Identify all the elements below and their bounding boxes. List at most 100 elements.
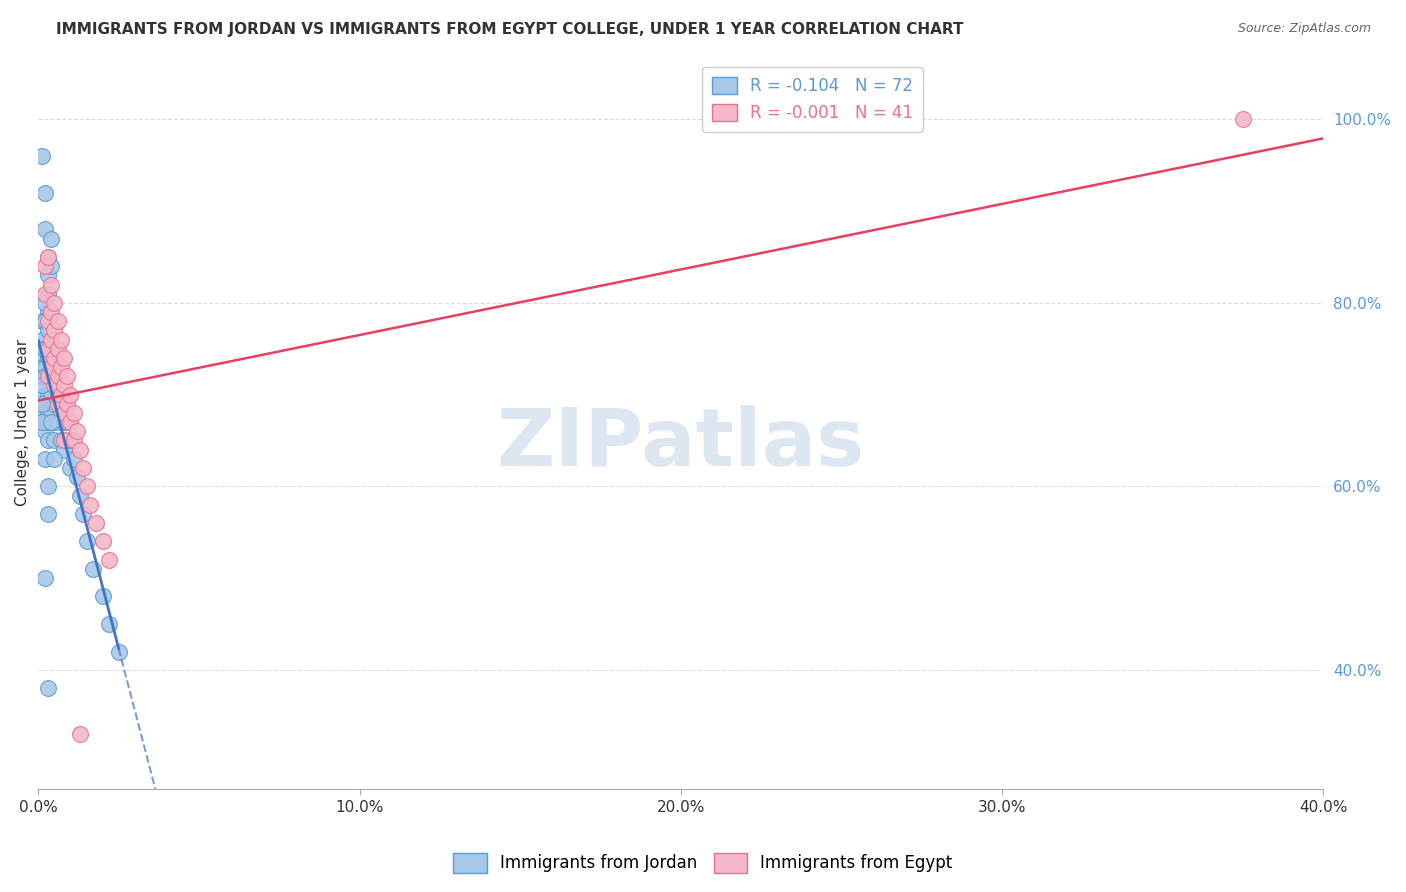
Point bbox=[34, 387, 56, 401]
Point bbox=[53, 415, 76, 429]
Point bbox=[59, 434, 82, 448]
Point bbox=[76, 479, 98, 493]
Point bbox=[34, 342, 56, 356]
Point bbox=[39, 387, 62, 401]
Point bbox=[39, 360, 62, 375]
Point bbox=[56, 397, 79, 411]
Point bbox=[59, 387, 82, 401]
Point bbox=[49, 333, 72, 347]
Point bbox=[34, 451, 56, 466]
Point bbox=[34, 415, 56, 429]
Point bbox=[37, 286, 59, 301]
Text: IMMIGRANTS FROM JORDAN VS IMMIGRANTS FROM EGYPT COLLEGE, UNDER 1 YEAR CORRELATIO: IMMIGRANTS FROM JORDAN VS IMMIGRANTS FRO… bbox=[56, 22, 963, 37]
Point bbox=[37, 305, 59, 319]
Point bbox=[37, 406, 59, 420]
Point bbox=[84, 516, 107, 530]
Point bbox=[59, 415, 82, 429]
Point bbox=[44, 397, 66, 411]
Point bbox=[39, 415, 62, 429]
Point bbox=[46, 415, 69, 429]
Point bbox=[82, 562, 104, 576]
Point bbox=[34, 259, 56, 273]
Point bbox=[37, 342, 59, 356]
Point bbox=[53, 378, 76, 392]
Point bbox=[66, 470, 89, 484]
Point bbox=[44, 415, 66, 429]
Point bbox=[37, 507, 59, 521]
Point bbox=[62, 434, 84, 448]
Point bbox=[31, 314, 53, 328]
Point bbox=[59, 461, 82, 475]
Point bbox=[46, 342, 69, 356]
Point bbox=[39, 277, 62, 292]
Point bbox=[62, 451, 84, 466]
Point bbox=[31, 415, 53, 429]
Point bbox=[53, 351, 76, 365]
Point bbox=[98, 617, 121, 632]
Point bbox=[44, 378, 66, 392]
Point bbox=[37, 323, 59, 337]
Point bbox=[34, 296, 56, 310]
Point bbox=[37, 434, 59, 448]
Point bbox=[98, 553, 121, 567]
Point bbox=[91, 534, 114, 549]
Point bbox=[49, 387, 72, 401]
Point bbox=[53, 406, 76, 420]
Point bbox=[49, 360, 72, 375]
Point bbox=[79, 498, 101, 512]
Point bbox=[46, 369, 69, 384]
Point bbox=[69, 727, 91, 741]
Point bbox=[44, 360, 66, 375]
Point bbox=[37, 250, 59, 264]
Point bbox=[34, 222, 56, 236]
Point bbox=[39, 259, 62, 273]
Point bbox=[56, 369, 79, 384]
Point bbox=[66, 425, 89, 439]
Point bbox=[39, 369, 62, 384]
Point bbox=[44, 296, 66, 310]
Point bbox=[34, 571, 56, 585]
Point bbox=[31, 342, 53, 356]
Point bbox=[53, 434, 76, 448]
Point bbox=[34, 186, 56, 200]
Point bbox=[34, 425, 56, 439]
Point bbox=[39, 406, 62, 420]
Point bbox=[31, 369, 53, 384]
Point bbox=[37, 387, 59, 401]
Point bbox=[39, 305, 62, 319]
Point bbox=[46, 314, 69, 328]
Point bbox=[69, 442, 91, 457]
Point bbox=[49, 434, 72, 448]
Y-axis label: College, Under 1 year: College, Under 1 year bbox=[15, 339, 30, 506]
Point bbox=[37, 250, 59, 264]
Point bbox=[49, 387, 72, 401]
Point bbox=[37, 351, 59, 365]
Point bbox=[69, 489, 91, 503]
Legend: R = -0.104   N = 72, R = -0.001   N = 41: R = -0.104 N = 72, R = -0.001 N = 41 bbox=[702, 67, 922, 132]
Point bbox=[44, 378, 66, 392]
Point bbox=[31, 333, 53, 347]
Point bbox=[37, 369, 59, 384]
Point bbox=[39, 333, 62, 347]
Point bbox=[31, 378, 53, 392]
Point bbox=[44, 451, 66, 466]
Point bbox=[34, 397, 56, 411]
Point bbox=[107, 644, 129, 658]
Point bbox=[49, 406, 72, 420]
Point bbox=[34, 360, 56, 375]
Point bbox=[37, 415, 59, 429]
Point bbox=[37, 479, 59, 493]
Point bbox=[34, 286, 56, 301]
Point bbox=[31, 360, 53, 375]
Point bbox=[39, 342, 62, 356]
Point bbox=[46, 387, 69, 401]
Point bbox=[34, 406, 56, 420]
Point bbox=[53, 397, 76, 411]
Point bbox=[72, 507, 94, 521]
Point bbox=[44, 434, 66, 448]
Text: ZIPatlas: ZIPatlas bbox=[496, 405, 865, 483]
Point bbox=[44, 351, 66, 365]
Point bbox=[37, 369, 59, 384]
Point bbox=[46, 369, 69, 384]
Point bbox=[34, 369, 56, 384]
